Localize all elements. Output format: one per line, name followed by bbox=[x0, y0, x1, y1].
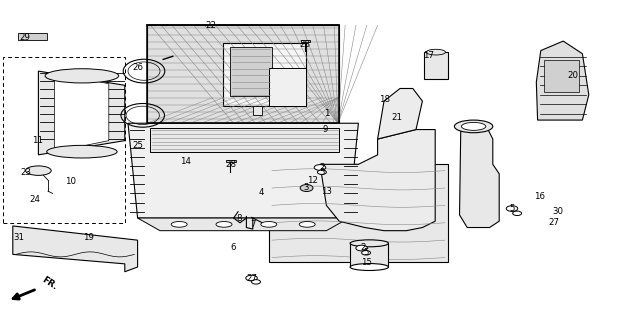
Text: 31: 31 bbox=[13, 233, 25, 242]
Text: 16: 16 bbox=[534, 192, 545, 201]
Ellipse shape bbox=[350, 240, 388, 247]
Text: 27: 27 bbox=[548, 218, 559, 227]
Ellipse shape bbox=[461, 123, 486, 131]
Bar bbox=[253, 106, 262, 115]
Circle shape bbox=[317, 170, 326, 174]
Text: 1: 1 bbox=[324, 109, 329, 118]
Bar bbox=[147, 25, 339, 123]
Text: 22: 22 bbox=[205, 21, 217, 30]
Text: 13: 13 bbox=[321, 187, 332, 196]
Text: 3: 3 bbox=[303, 183, 308, 191]
Polygon shape bbox=[13, 226, 138, 272]
Bar bbox=[150, 128, 339, 152]
Circle shape bbox=[246, 275, 257, 281]
Polygon shape bbox=[138, 218, 349, 231]
Text: 27: 27 bbox=[246, 274, 257, 283]
Circle shape bbox=[513, 211, 522, 216]
Text: 14: 14 bbox=[180, 157, 191, 166]
Ellipse shape bbox=[350, 264, 388, 270]
Circle shape bbox=[362, 251, 371, 255]
Text: 9: 9 bbox=[323, 125, 328, 134]
Text: 18: 18 bbox=[379, 95, 390, 104]
Bar bbox=[230, 47, 272, 96]
Ellipse shape bbox=[300, 222, 315, 227]
Ellipse shape bbox=[454, 120, 493, 133]
Text: 30: 30 bbox=[552, 207, 564, 216]
Ellipse shape bbox=[426, 49, 445, 55]
Text: 5: 5 bbox=[509, 204, 515, 213]
Text: 5: 5 bbox=[319, 168, 324, 177]
Polygon shape bbox=[536, 41, 589, 120]
Text: 15: 15 bbox=[361, 258, 372, 267]
Text: 21: 21 bbox=[391, 113, 403, 122]
Text: 10: 10 bbox=[65, 177, 76, 186]
Bar bbox=[269, 68, 306, 106]
Polygon shape bbox=[128, 123, 358, 218]
Text: 6: 6 bbox=[231, 243, 236, 252]
Bar bbox=[18, 33, 47, 40]
Bar bbox=[424, 52, 448, 79]
Text: 7: 7 bbox=[250, 220, 255, 229]
Ellipse shape bbox=[45, 69, 119, 83]
Text: 25: 25 bbox=[132, 141, 143, 150]
Polygon shape bbox=[378, 88, 422, 139]
Polygon shape bbox=[38, 71, 125, 155]
Text: 8: 8 bbox=[236, 214, 241, 222]
Text: 20: 20 bbox=[567, 71, 579, 80]
Bar bbox=[216, 57, 317, 212]
Circle shape bbox=[314, 165, 326, 170]
Text: 29: 29 bbox=[19, 33, 29, 42]
Bar bbox=[301, 40, 310, 42]
Text: 28: 28 bbox=[299, 40, 310, 49]
Bar bbox=[544, 60, 579, 92]
Text: 12: 12 bbox=[307, 176, 318, 185]
Text: 4: 4 bbox=[259, 188, 264, 197]
Bar bbox=[3, 57, 125, 223]
Bar bbox=[350, 243, 388, 267]
Ellipse shape bbox=[26, 166, 51, 175]
Polygon shape bbox=[269, 164, 448, 262]
Ellipse shape bbox=[261, 222, 277, 227]
Polygon shape bbox=[320, 130, 435, 231]
Circle shape bbox=[252, 280, 260, 284]
Ellipse shape bbox=[216, 222, 232, 227]
Bar bbox=[223, 43, 306, 106]
Text: 11: 11 bbox=[31, 136, 43, 145]
Text: 24: 24 bbox=[29, 195, 41, 204]
Polygon shape bbox=[460, 126, 499, 228]
Polygon shape bbox=[147, 25, 339, 123]
Text: 2: 2 bbox=[360, 243, 365, 252]
Text: 23: 23 bbox=[20, 168, 31, 177]
Text: 26: 26 bbox=[132, 64, 143, 72]
Text: FR.: FR. bbox=[40, 275, 58, 291]
Text: 2: 2 bbox=[319, 163, 324, 172]
Ellipse shape bbox=[172, 222, 188, 227]
Text: 28: 28 bbox=[225, 160, 236, 169]
Ellipse shape bbox=[47, 145, 117, 158]
Circle shape bbox=[356, 245, 367, 251]
Ellipse shape bbox=[300, 185, 313, 191]
Circle shape bbox=[506, 206, 518, 211]
Text: 19: 19 bbox=[83, 233, 93, 242]
Text: 17: 17 bbox=[423, 51, 435, 60]
Text: 5: 5 bbox=[364, 248, 369, 257]
Bar bbox=[226, 160, 236, 162]
Polygon shape bbox=[54, 73, 109, 152]
